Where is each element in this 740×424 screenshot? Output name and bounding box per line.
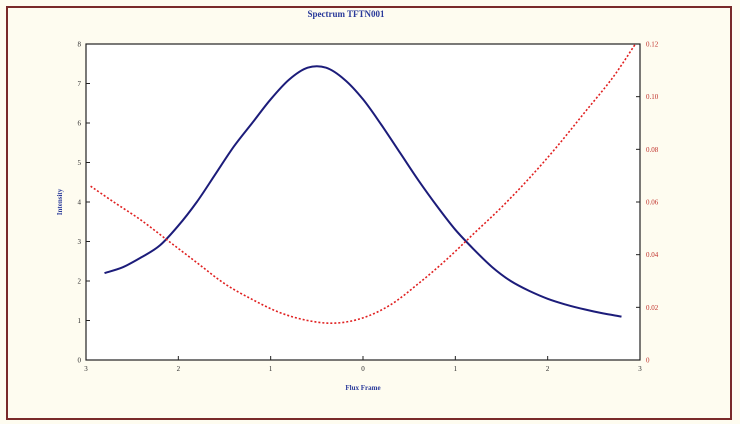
y-right-tick-label: 0.04: [646, 251, 659, 259]
x-tick-label: 0: [361, 365, 365, 373]
y-left-tick-label: 8: [78, 41, 82, 49]
y-left-tick-label: 6: [78, 120, 82, 128]
y-left-tick-label: 2: [78, 278, 82, 286]
y-right-tick-label: 0.02: [646, 304, 659, 312]
y-right-tick-label: 0: [646, 357, 650, 365]
x-tick-label: 3: [84, 365, 88, 373]
series-intensity-line: [104, 65, 622, 318]
y-left-tick-label: 0: [78, 357, 82, 365]
x-tick-label: 3: [638, 365, 642, 373]
x-axis-label: Flux Frame: [345, 384, 380, 392]
chart-title: Spectrum TFTN001: [307, 9, 385, 19]
plot-area: [85, 43, 641, 361]
y-left-tick-label: 3: [78, 238, 82, 246]
y-right-tick-label: 0.10: [646, 93, 659, 101]
y-right-tick-label: 0.08: [646, 146, 659, 154]
x-tick-label: 2: [546, 365, 550, 373]
y-right-tick-label: 0.06: [646, 199, 659, 207]
y-left-tick-label: 7: [78, 80, 82, 88]
y-axis-label-left: Intensity: [56, 188, 64, 215]
x-tick-label: 2: [177, 365, 181, 373]
y-left-tick-label: 4: [78, 199, 82, 207]
y-right-tick-label: 0.12: [646, 41, 659, 49]
series-dashed-line: [90, 43, 637, 325]
y-left-tick-label: 5: [78, 159, 82, 167]
y-left-tick-label: 1: [78, 317, 82, 325]
x-tick-label: 1: [269, 365, 273, 373]
x-tick-label: 1: [454, 365, 458, 373]
